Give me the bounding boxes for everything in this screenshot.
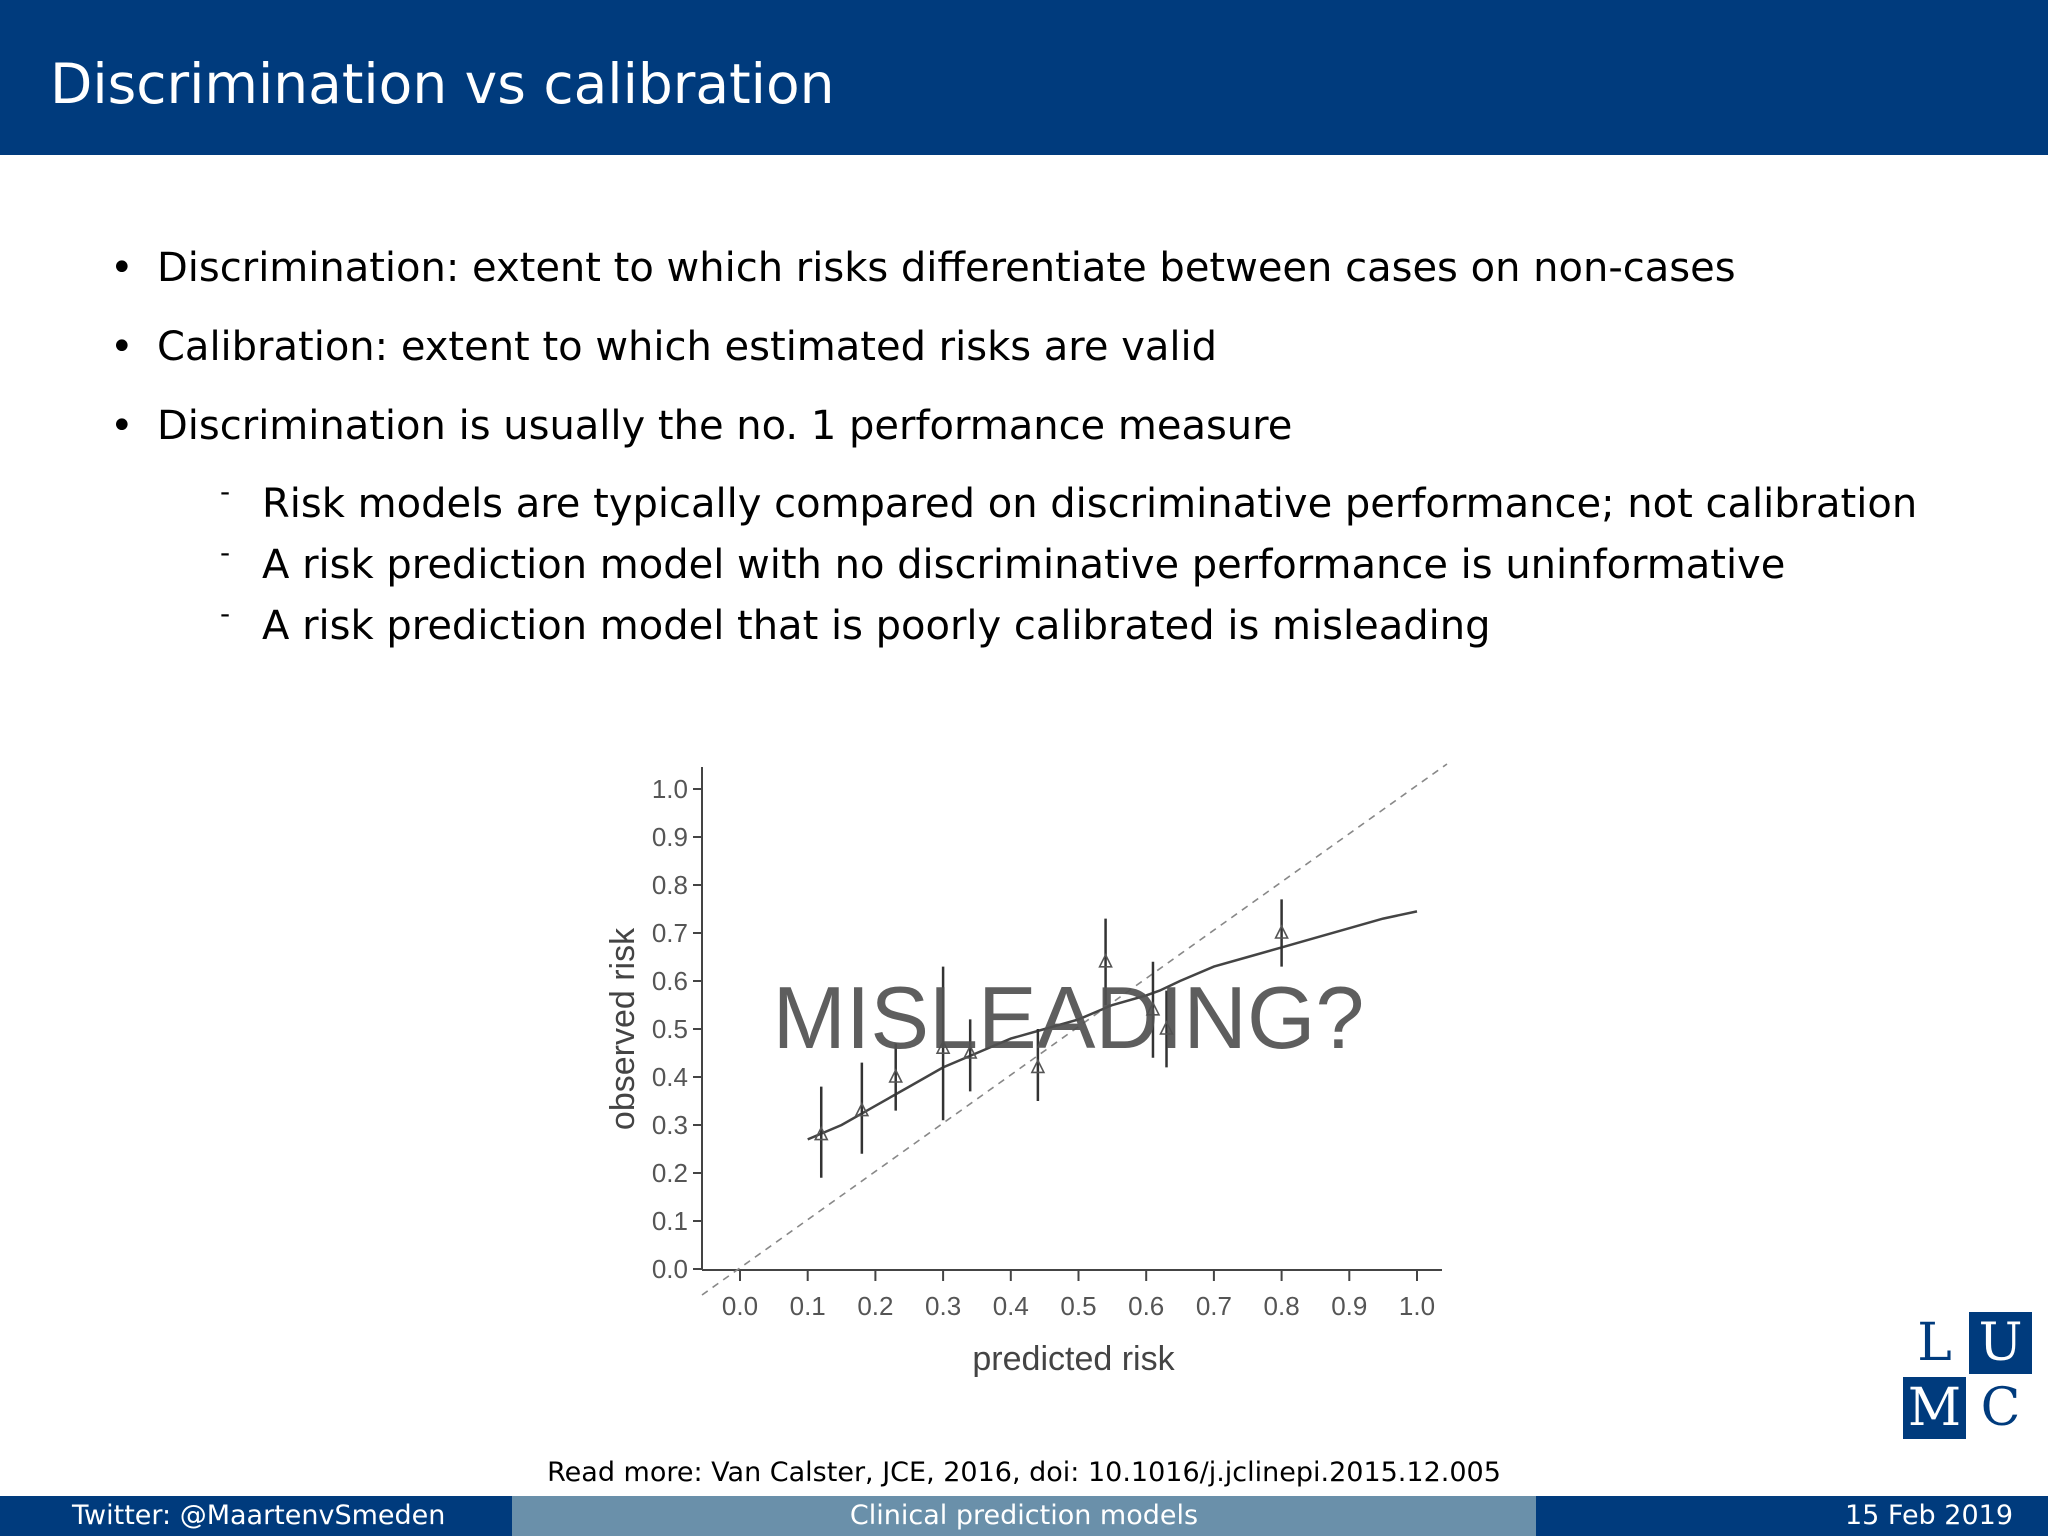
footer-left-segment: Twitter: @MaartenvSmeden — [0, 1496, 512, 1536]
sub-bullet-text: A risk prediction model that is poorly c… — [262, 603, 1491, 649]
logo-letter: C — [1969, 1377, 2032, 1439]
footer-author: Twitter: @MaartenvSmeden — [72, 1500, 446, 1531]
x-tick-label: 0.3 — [925, 1291, 961, 1321]
bullet-text: Calibration: extent to which estimated r… — [157, 324, 1217, 370]
y-tick-label: 0.9 — [652, 822, 688, 852]
x-tick-label: 0.4 — [993, 1291, 1029, 1321]
data-point-triangle — [1145, 1001, 1161, 1016]
lumc-logo: L U M C — [1903, 1312, 2033, 1440]
bullet-dot: • — [110, 403, 134, 449]
x-axis-label: predicted risk — [972, 1340, 1175, 1378]
footer-talk-title: Clinical prediction models — [849, 1500, 1199, 1531]
calibration-chart: 0.0 0.1 0.2 0.3 0.4 0.5 0.6 0.7 0.8 0.9 1.0 0.0 0.1 0… — [604, 763, 1448, 1378]
logo-letter: L — [1903, 1312, 1966, 1374]
y-tick-label: 0.5 — [652, 1014, 688, 1044]
x-tick-label: 0.7 — [1196, 1291, 1232, 1321]
data-point-triangle — [935, 1039, 951, 1055]
y-tick-label: 0.0 — [652, 1254, 688, 1284]
logo-letter: U — [1969, 1312, 2032, 1374]
y-tick-label: 0.1 — [652, 1206, 688, 1236]
footer-bar: Twitter: @MaartenvSmeden Clinical predic… — [0, 1496, 2048, 1536]
data-point-triangle — [854, 1101, 870, 1117]
footer-date: 15 Feb 2019 — [1844, 1500, 2013, 1531]
x-tick-label: 0.6 — [1128, 1291, 1164, 1321]
x-tick-label: 0.8 — [1264, 1291, 1300, 1321]
sub-bullet-dash: - — [220, 597, 231, 630]
y-tick-label: 0.8 — [652, 870, 688, 900]
sub-bullet-dash: - — [220, 475, 231, 508]
bullet-dot: • — [110, 245, 134, 291]
data-point-triangle — [962, 1044, 978, 1059]
bullet-text: Discrimination is usually the no. 1 perf… — [157, 403, 1293, 449]
sub-bullet-dash: - — [220, 536, 231, 569]
x-tick-label: 0.1 — [790, 1291, 826, 1321]
data-point-triangle — [888, 1068, 904, 1083]
y-tick-label: 0.3 — [652, 1110, 688, 1140]
y-axis-label: observed risk — [604, 927, 642, 1130]
data-point-triangle — [813, 1125, 829, 1141]
x-tick-label: 0.9 — [1331, 1291, 1367, 1321]
bullet-dot: • — [110, 324, 134, 370]
x-tick-label: 1.0 — [1399, 1291, 1435, 1321]
reference-diagonal-line — [701, 763, 1448, 1296]
sub-bullet-text: A risk prediction model with no discrimi… — [262, 542, 1786, 588]
y-tick-label: 0.2 — [652, 1158, 688, 1188]
title-bar: Discrimination vs calibration — [0, 0, 2048, 155]
footer-center-segment: Clinical prediction models — [512, 1496, 1536, 1536]
x-tick-label: 0.0 — [722, 1291, 758, 1321]
y-tick-label: 0.7 — [652, 918, 688, 948]
data-point-triangle — [1159, 1020, 1174, 1035]
bullet-text: Discrimination: extent to which risks di… — [157, 245, 1736, 291]
sub-bullet-text: Risk models are typically compared on di… — [262, 481, 1918, 527]
y-tick-label: 0.6 — [652, 966, 688, 996]
read-more-citation: Read more: Van Calster, JCE, 2016, doi: … — [547, 1457, 1501, 1488]
misleading-overlay-text: MISLEADING? — [773, 968, 1365, 1067]
data-point-triangle — [1274, 924, 1289, 939]
calibration-curve — [807, 910, 1418, 1141]
data-point-triangle — [1098, 953, 1113, 968]
slide-title: Discrimination vs calibration — [50, 52, 835, 116]
data-point-triangle — [1030, 1058, 1046, 1074]
x-tick-label: 0.5 — [1060, 1291, 1096, 1321]
x-tick-label: 0.2 — [857, 1291, 893, 1321]
logo-letter: M — [1903, 1377, 1966, 1439]
footer-right-segment: 15 Feb 2019 — [1536, 1496, 2048, 1536]
y-tick-label: 0.4 — [652, 1062, 688, 1092]
y-tick-label: 1.0 — [652, 774, 688, 804]
